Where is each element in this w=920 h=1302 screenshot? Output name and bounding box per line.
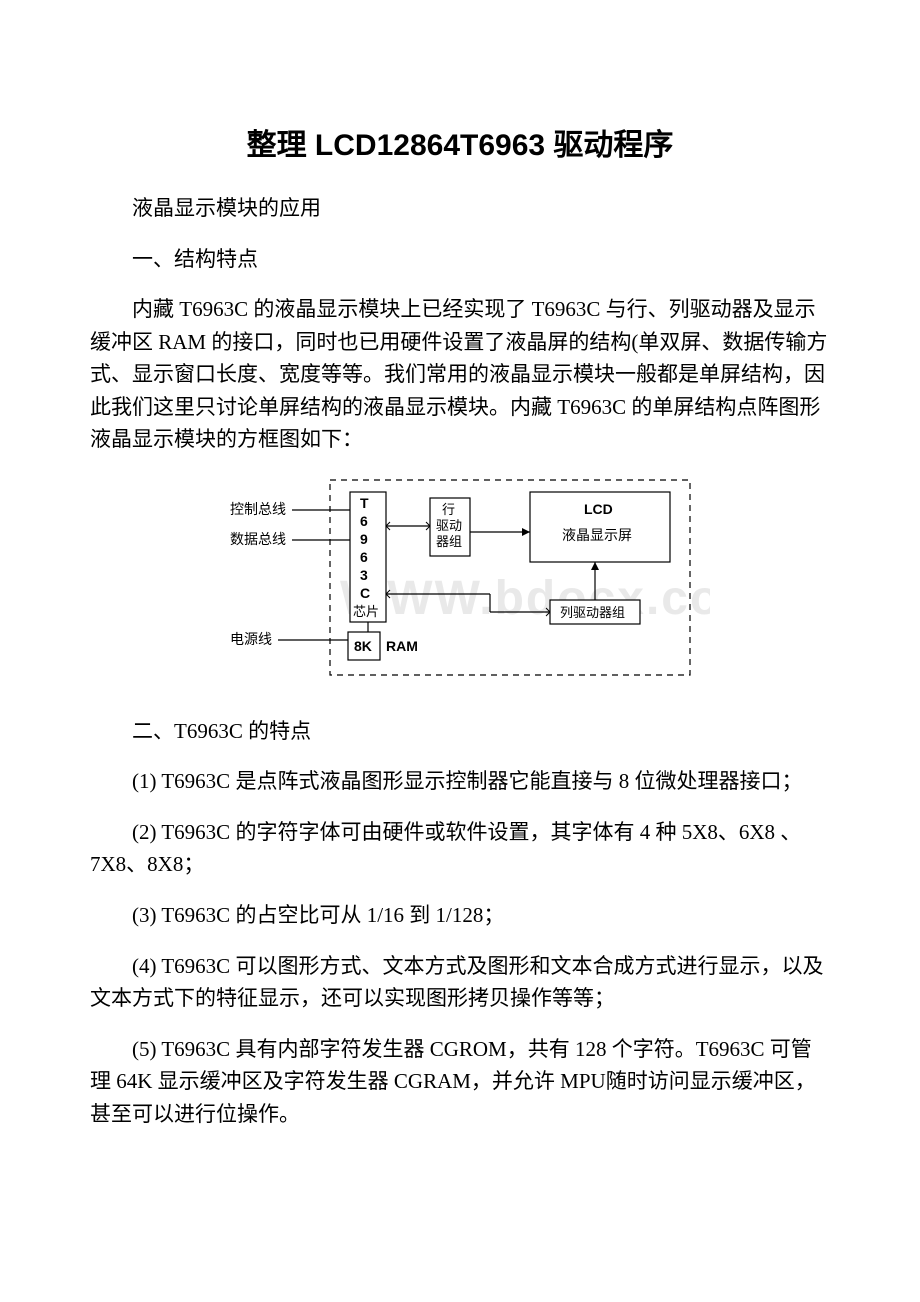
ram-left-label: 8K: [354, 638, 372, 654]
diagram-svg: WWW.bdocx.com 控制总线 数据总线 电源线 T 6 9 6 3 C …: [210, 474, 710, 684]
label-control-bus: 控制总线: [230, 502, 286, 518]
paragraph-1: 内藏 T6963C 的液晶显示模块上已经实现了 T6963C 与行、列驱动器及显…: [90, 293, 830, 456]
chip-letter-3: 6: [360, 549, 368, 565]
watermark-text: WWW.bdocx.com: [340, 572, 710, 625]
feature-1: (1) T6963C 是点阵式液晶图形显示控制器它能直接与 8 位微处理器接口；: [90, 765, 830, 798]
chip-letter-1: 6: [360, 513, 368, 529]
label-data-bus: 数据总线: [230, 532, 286, 548]
chip-letter-5: C: [360, 585, 370, 601]
feature-4: (4) T6963C 可以图形方式、文本方式及图形和文本合成方式进行显示，以及文…: [90, 950, 830, 1015]
col-driver-label: 列驱动器组: [560, 605, 625, 620]
feature-3: (3) T6963C 的占空比可从 1/16 到 1/128；: [90, 899, 830, 932]
chip-letter-2: 9: [360, 531, 368, 547]
feature-5: (5) T6963C 具有内部字符发生器 CGROM，共有 128 个字符。T6…: [90, 1033, 830, 1131]
intro-line-1: 液晶显示模块的应用: [90, 192, 830, 225]
lcd-top-label: LCD: [584, 501, 613, 517]
arrow-cols-lcd: [591, 562, 599, 570]
chip-letter-4: 3: [360, 567, 368, 583]
feature-2: (2) T6963C 的字符字体可由硬件或软件设置，其字体有 4 种 5X8、6…: [90, 816, 830, 881]
row-driver-l3: 器组: [436, 534, 462, 549]
row-driver-l1: 行: [442, 502, 455, 517]
block-diagram: WWW.bdocx.com 控制总线 数据总线 电源线 T 6 9 6 3 C …: [90, 474, 830, 689]
page-title: 整理 LCD12864T6963 驱动程序: [90, 120, 830, 164]
section-1-heading: 一、结构特点: [90, 243, 830, 276]
label-power: 电源线: [230, 632, 272, 648]
section-2-heading: 二、T6963C 的特点: [90, 715, 830, 748]
chip-letter-0: T: [360, 495, 369, 511]
lcd-bottom-label: 液晶显示屏: [562, 528, 632, 544]
ram-right-label: RAM: [386, 638, 418, 654]
chip-sub-label: 芯片: [353, 604, 379, 619]
box-t6963c: [350, 492, 386, 622]
document-page: 整理 LCD12864T6963 驱动程序 液晶显示模块的应用 一、结构特点 内…: [0, 0, 920, 1208]
row-driver-l2: 驱动: [436, 518, 462, 533]
arrow-rows-lcd: [522, 528, 530, 536]
